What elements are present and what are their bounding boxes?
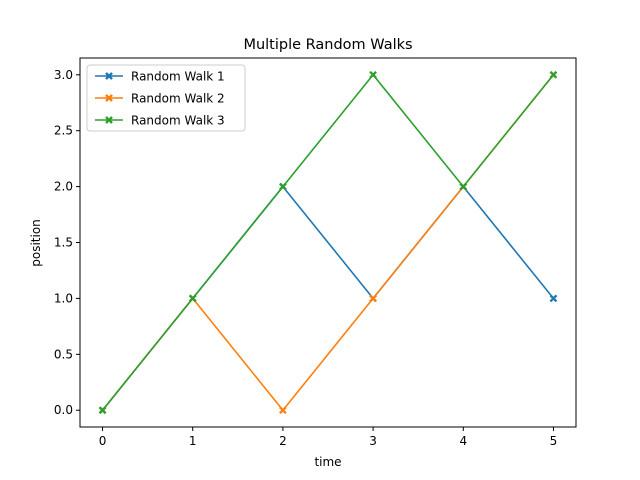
y-axis: 0.0 0.5 1.0 1.5 2.0 2.5 3.0 — [54, 68, 80, 417]
y-tick-label: 1.5 — [54, 236, 73, 250]
plot-area — [98, 70, 558, 415]
x-tick-label: 5 — [550, 434, 558, 448]
legend: Random Walk 1 Random Walk 2 Random Walk 3 — [86, 64, 246, 132]
x-axis-label: time — [314, 455, 341, 469]
y-tick-label: 0.5 — [54, 347, 73, 361]
legend-item: Random Walk 2 — [95, 92, 225, 106]
x-axis: 0 1 2 3 4 5 — [99, 427, 558, 448]
y-tick-label: 1.0 — [54, 291, 73, 305]
legend-marker — [105, 116, 113, 124]
x-tick-label: 3 — [369, 434, 377, 448]
y-tick-label: 2.0 — [54, 180, 73, 194]
data-point-marker — [278, 182, 287, 191]
legend-label: Random Walk 2 — [131, 92, 225, 106]
legend-item: Random Walk 3 — [95, 114, 225, 128]
legend-marker — [105, 94, 113, 102]
data-point-marker — [549, 294, 558, 303]
y-tick-label: 2.5 — [54, 124, 73, 138]
data-point-marker — [459, 182, 468, 191]
x-tick-label: 2 — [279, 434, 287, 448]
x-tick-label: 1 — [189, 434, 197, 448]
legend-box — [86, 64, 246, 132]
data-point-marker — [278, 406, 287, 415]
chart-title: Multiple Random Walks — [243, 37, 412, 53]
x-tick-label: 4 — [459, 434, 467, 448]
series-1 — [98, 182, 558, 415]
legend-label: Random Walk 1 — [131, 70, 225, 84]
y-tick-label: 0.0 — [54, 403, 73, 417]
legend-item: Random Walk 1 — [95, 70, 225, 84]
legend-label: Random Walk 3 — [131, 114, 225, 128]
data-point-marker — [369, 294, 378, 303]
data-point-marker — [98, 406, 107, 415]
legend-marker — [105, 72, 113, 80]
data-point-marker — [188, 294, 197, 303]
data-point-marker — [549, 70, 558, 79]
data-point-marker — [369, 70, 378, 79]
y-tick-label: 3.0 — [54, 68, 73, 82]
y-axis-label: position — [29, 219, 43, 267]
x-tick-label: 0 — [99, 434, 107, 448]
series-line — [101, 185, 555, 411]
series-3 — [98, 70, 558, 415]
series-line — [101, 73, 555, 411]
